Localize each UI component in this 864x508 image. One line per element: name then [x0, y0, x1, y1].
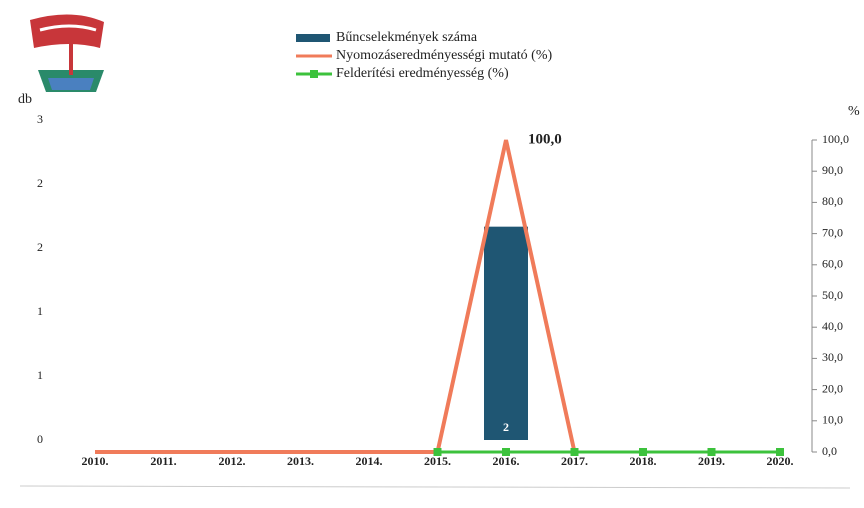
- x-tick-label: 2014.: [356, 454, 383, 468]
- x-tick-label: 2017.: [561, 454, 588, 468]
- y2-tick-label: 0,0: [822, 444, 837, 458]
- legend-label: Nyomozáseredményességi mutató (%): [336, 48, 552, 63]
- line-marker: [570, 448, 579, 456]
- y2-tick-label: 80,0: [822, 194, 843, 208]
- y2-tick-label: 50,0: [822, 288, 843, 302]
- x-tick-label: 2011.: [150, 454, 176, 468]
- y2-tick-label: 90,0: [822, 163, 843, 177]
- y-tick-label: 1: [37, 304, 43, 318]
- line-value-label: 100,0: [528, 131, 562, 147]
- x-tick-label: 2012.: [219, 454, 246, 468]
- y-tick-label: 2: [37, 240, 43, 254]
- y-tick-label: 0: [37, 432, 43, 446]
- x-tick-label: 2013.: [287, 454, 314, 468]
- y2-tick-label: 70,0: [822, 225, 843, 239]
- y2-tick-label: 40,0: [822, 319, 843, 333]
- x-tick-label: 2015.: [424, 454, 451, 468]
- y2-tick-label: 30,0: [822, 350, 843, 364]
- y2-tick-label: 60,0: [822, 257, 843, 271]
- x-tick-label: 2010.: [82, 454, 109, 468]
- logo: [30, 14, 104, 92]
- line-marker: [433, 448, 442, 456]
- line: [95, 139, 577, 454]
- y-tick-label: 1: [37, 368, 43, 382]
- y2-tick-label: 10,0: [822, 413, 843, 427]
- y2-axis-label: %: [848, 104, 860, 119]
- y-tick-label: 2: [37, 176, 43, 190]
- x-tick-label: 2018.: [630, 454, 657, 468]
- legend-label: Bűncselekmények száma: [336, 30, 478, 45]
- y-tick-label: 3: [37, 112, 43, 126]
- x-tick-label: 2016.: [493, 454, 520, 468]
- legend-swatch-marker: [310, 70, 318, 78]
- bottom-rule: [19, 485, 851, 489]
- bar: [484, 226, 528, 440]
- bar-value-label: 2: [503, 420, 509, 434]
- y-axis-label: db: [18, 92, 32, 107]
- x-tick-label: 2020.: [767, 454, 794, 468]
- line-marker: [639, 448, 647, 456]
- line-marker: [502, 448, 510, 456]
- line-marker: [707, 448, 716, 456]
- y2-tick-label: 20,0: [822, 381, 843, 395]
- legend-label: Felderítési eredményesség (%): [336, 66, 509, 81]
- x-tick-label: 2019.: [698, 454, 725, 468]
- line-marker: [776, 448, 784, 456]
- legend-swatch: [296, 34, 330, 42]
- y2-tick-label: 100,0: [822, 132, 849, 146]
